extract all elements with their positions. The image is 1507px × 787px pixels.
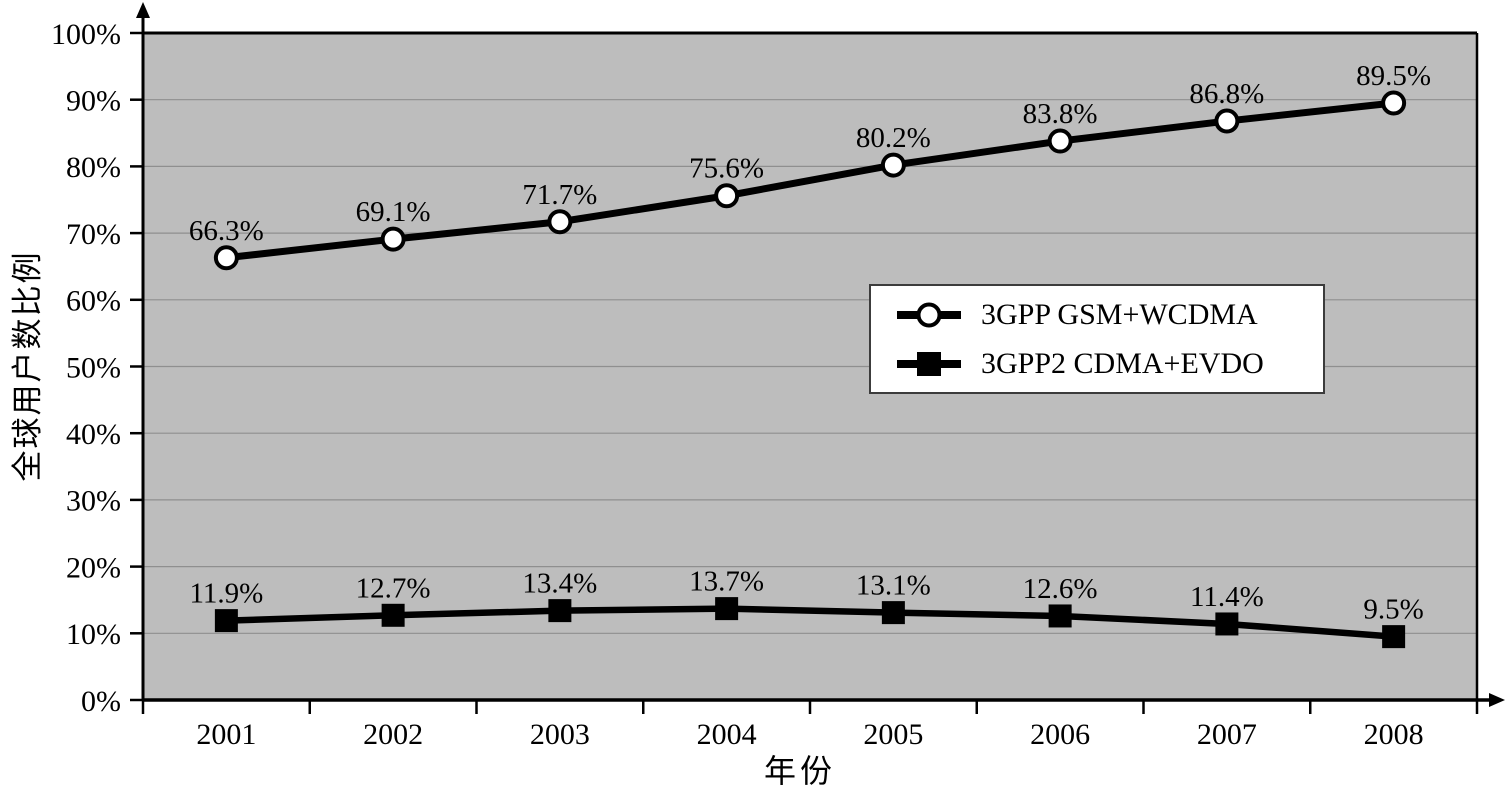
y-axis-arrow-icon — [136, 2, 150, 18]
data-point-marker — [214, 609, 238, 633]
square-series-marker-icon — [897, 351, 961, 376]
data-point-marker — [715, 597, 739, 621]
x-axis-arrow-icon — [1489, 693, 1505, 707]
data-point-label: 12.7% — [356, 572, 431, 604]
x-axis-title: 年份 — [763, 753, 836, 787]
chart-legend: 3GPP GSM+WCDMA 3GPP2 CDMA+EVDO — [869, 284, 1325, 394]
data-point-label: 13.7% — [689, 566, 764, 598]
data-point-marker — [1381, 90, 1407, 116]
legend-item-gsm-wcdma: 3GPP GSM+WCDMA — [895, 298, 1313, 332]
data-point-marker — [1214, 108, 1240, 134]
y-tick-label: 40% — [66, 418, 121, 451]
y-tick-label: 10% — [66, 618, 121, 651]
data-point-label: 80.2% — [856, 122, 931, 154]
data-point-marker — [381, 603, 405, 627]
y-tick-label: 90% — [66, 85, 121, 118]
y-axis-title: 全球用户数比例 — [10, 250, 45, 482]
x-tick-label: 2007 — [1197, 718, 1257, 751]
y-tick-label: 80% — [66, 151, 121, 184]
data-point-label: 69.1% — [356, 196, 431, 228]
y-tick-label: 70% — [66, 218, 121, 251]
data-point-label: 83.8% — [1023, 98, 1098, 130]
data-point-label: 71.7% — [522, 179, 597, 211]
y-tick-label: 50% — [66, 351, 121, 384]
data-point-label: 75.6% — [689, 153, 764, 185]
legend-label: 3GPP2 CDMA+EVDO — [981, 346, 1264, 380]
y-tick-label: 60% — [66, 285, 121, 318]
legend-item-cdma-evdo: 3GPP2 CDMA+EVDO — [895, 347, 1313, 381]
data-point-label: 13.4% — [522, 568, 597, 600]
circle-series-marker-icon — [897, 302, 961, 327]
data-point-label: 86.8% — [1189, 78, 1264, 110]
y-tick-label: 0% — [81, 685, 121, 718]
y-tick-label: 30% — [66, 485, 121, 518]
data-point-marker — [1048, 604, 1072, 628]
data-point-marker — [213, 245, 239, 271]
x-tick-label: 2003 — [530, 718, 590, 751]
data-point-marker — [714, 183, 740, 209]
legend-label: 3GPP GSM+WCDMA — [981, 297, 1258, 331]
x-tick-label: 2004 — [697, 718, 757, 751]
data-point-marker — [1382, 625, 1406, 649]
x-tick-label: 2002 — [363, 718, 423, 751]
x-tick-label: 2006 — [1030, 718, 1090, 751]
data-point-marker — [547, 209, 573, 235]
x-tick-label: 2005 — [863, 718, 923, 751]
x-tick-label: 2001 — [196, 718, 256, 751]
data-point-label: 13.1% — [856, 570, 931, 602]
y-tick-label: 20% — [66, 551, 121, 584]
data-point-marker — [881, 601, 905, 625]
data-point-marker — [880, 152, 906, 178]
data-point-marker — [1215, 612, 1239, 636]
series-line-1 — [225, 99, 1395, 262]
data-point-label: 11.9% — [189, 578, 263, 610]
data-point-label: 12.6% — [1023, 573, 1098, 605]
data-point-label: 9.5% — [1363, 594, 1423, 626]
y-tick-label: 100% — [51, 18, 121, 51]
data-point-label: 11.4% — [1190, 581, 1264, 613]
x-tick-label: 2008 — [1364, 718, 1424, 751]
data-point-label: 89.5% — [1356, 60, 1431, 92]
data-point-marker — [548, 599, 572, 623]
data-point-label: 66.3% — [189, 215, 264, 247]
data-point-marker — [380, 226, 406, 252]
series-line-2 — [226, 605, 1394, 640]
data-point-marker — [1047, 128, 1073, 154]
